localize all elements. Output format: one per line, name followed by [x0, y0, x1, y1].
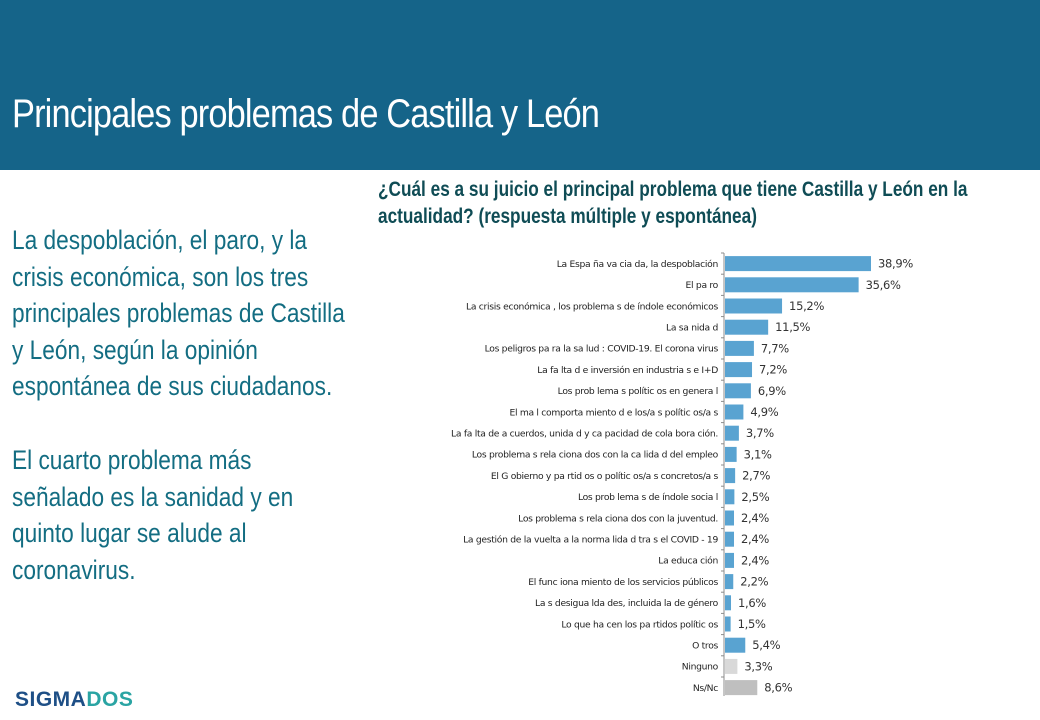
bar — [725, 468, 736, 484]
category-label: La fa lta de a cuerdos, unida d y ca pac… — [451, 429, 718, 440]
bar — [725, 489, 735, 505]
data-label: 3,3% — [744, 659, 772, 673]
page-title: Principales problemas de Castilla y León — [12, 92, 600, 136]
data-label: 5,4% — [752, 638, 780, 652]
bar — [725, 658, 738, 674]
data-label: 35,6% — [866, 278, 901, 292]
data-label: 1,6% — [738, 596, 766, 610]
data-label: 4,9% — [750, 405, 778, 419]
bar — [725, 340, 754, 356]
category-label: El G obierno y pa rtid os o polític os/a… — [491, 471, 719, 482]
bar — [725, 425, 739, 441]
bar — [725, 531, 735, 547]
data-label: 1,5% — [738, 617, 766, 631]
sigmados-logo: SIGMADOS — [15, 688, 133, 712]
category-label: La Espa ña va cia da, la despoblación — [557, 259, 719, 270]
bar — [725, 574, 734, 590]
category-label: La sa nida d — [666, 323, 718, 334]
bar — [725, 680, 758, 696]
bar — [725, 552, 735, 568]
category-label: Los prob lema s de índole socia l — [578, 492, 718, 503]
header-banner: Principales problemas de Castilla y León — [0, 0, 1040, 170]
bar — [725, 595, 732, 611]
data-label: 38,9% — [878, 257, 913, 271]
bar — [725, 510, 735, 526]
category-label: Los prob lema s polític os en genera l — [558, 386, 718, 397]
bar-chart: La Espa ña va cia da, la despoblación 38,… — [451, 252, 914, 696]
bar — [725, 616, 731, 632]
category-label: Los peligros pa ra la sa lud : COVID-19.… — [485, 344, 719, 355]
bar — [725, 362, 753, 378]
summary-paragraph-1: La despoblación, el paro, y la crisis ec… — [12, 225, 345, 401]
data-label: 6,9% — [758, 384, 786, 398]
chart-title: ¿Cuál es a su juicio el principal proble… — [378, 178, 968, 228]
data-label: 7,7% — [761, 341, 789, 355]
bar — [725, 298, 783, 314]
category-label: La fa lta d e inversión en industria s e… — [537, 365, 718, 376]
category-label: El pa ro — [686, 280, 719, 291]
data-label: 2,2% — [740, 575, 768, 589]
category-label: Los problema s rela ciona dos con la ca … — [472, 450, 719, 461]
category-label: O tros — [692, 641, 718, 652]
category-label: Ns/Nc — [693, 683, 718, 694]
category-label: La educa ción — [658, 556, 718, 567]
category-label: La crisis económica , los problema s de … — [466, 301, 718, 312]
data-label: 2,5% — [741, 490, 769, 504]
bar — [725, 383, 751, 399]
category-label: La gestión de la vuelta a la norma lida … — [463, 535, 718, 546]
category-label: El ma l comporta miento d e los/a s polí… — [509, 407, 718, 418]
data-label: 3,7% — [746, 426, 774, 440]
category-label: La s desigua lda des, incluida la de gén… — [535, 598, 719, 609]
data-label: 8,6% — [764, 681, 792, 695]
logo-part-sigma: SIGMA — [15, 688, 87, 711]
data-label: 2,4% — [741, 511, 769, 525]
data-label: 15,2% — [789, 299, 824, 313]
category-label: Los problema s rela ciona dos con la juv… — [518, 513, 718, 524]
logo-part-dos: DOS — [86, 688, 134, 711]
summary-paragraph-2: El cuarto problema más señalado es la sa… — [12, 445, 294, 585]
category-label: El func iona miento de los servicios púb… — [528, 577, 718, 588]
data-label: 2,7% — [742, 469, 770, 483]
data-label: 2,4% — [741, 532, 769, 546]
data-label: 3,1% — [744, 447, 772, 461]
data-label: 2,4% — [741, 553, 769, 567]
category-label: Ninguno — [682, 662, 719, 673]
bar — [725, 637, 746, 653]
bar — [725, 319, 769, 335]
bar — [725, 277, 859, 293]
category-label: Lo que ha cen los pa rtidos polític os — [561, 619, 718, 630]
bar — [725, 256, 871, 272]
data-label: 11,5% — [775, 320, 810, 334]
bar — [725, 404, 744, 420]
data-label: 7,2% — [759, 363, 787, 377]
bar — [725, 446, 737, 462]
